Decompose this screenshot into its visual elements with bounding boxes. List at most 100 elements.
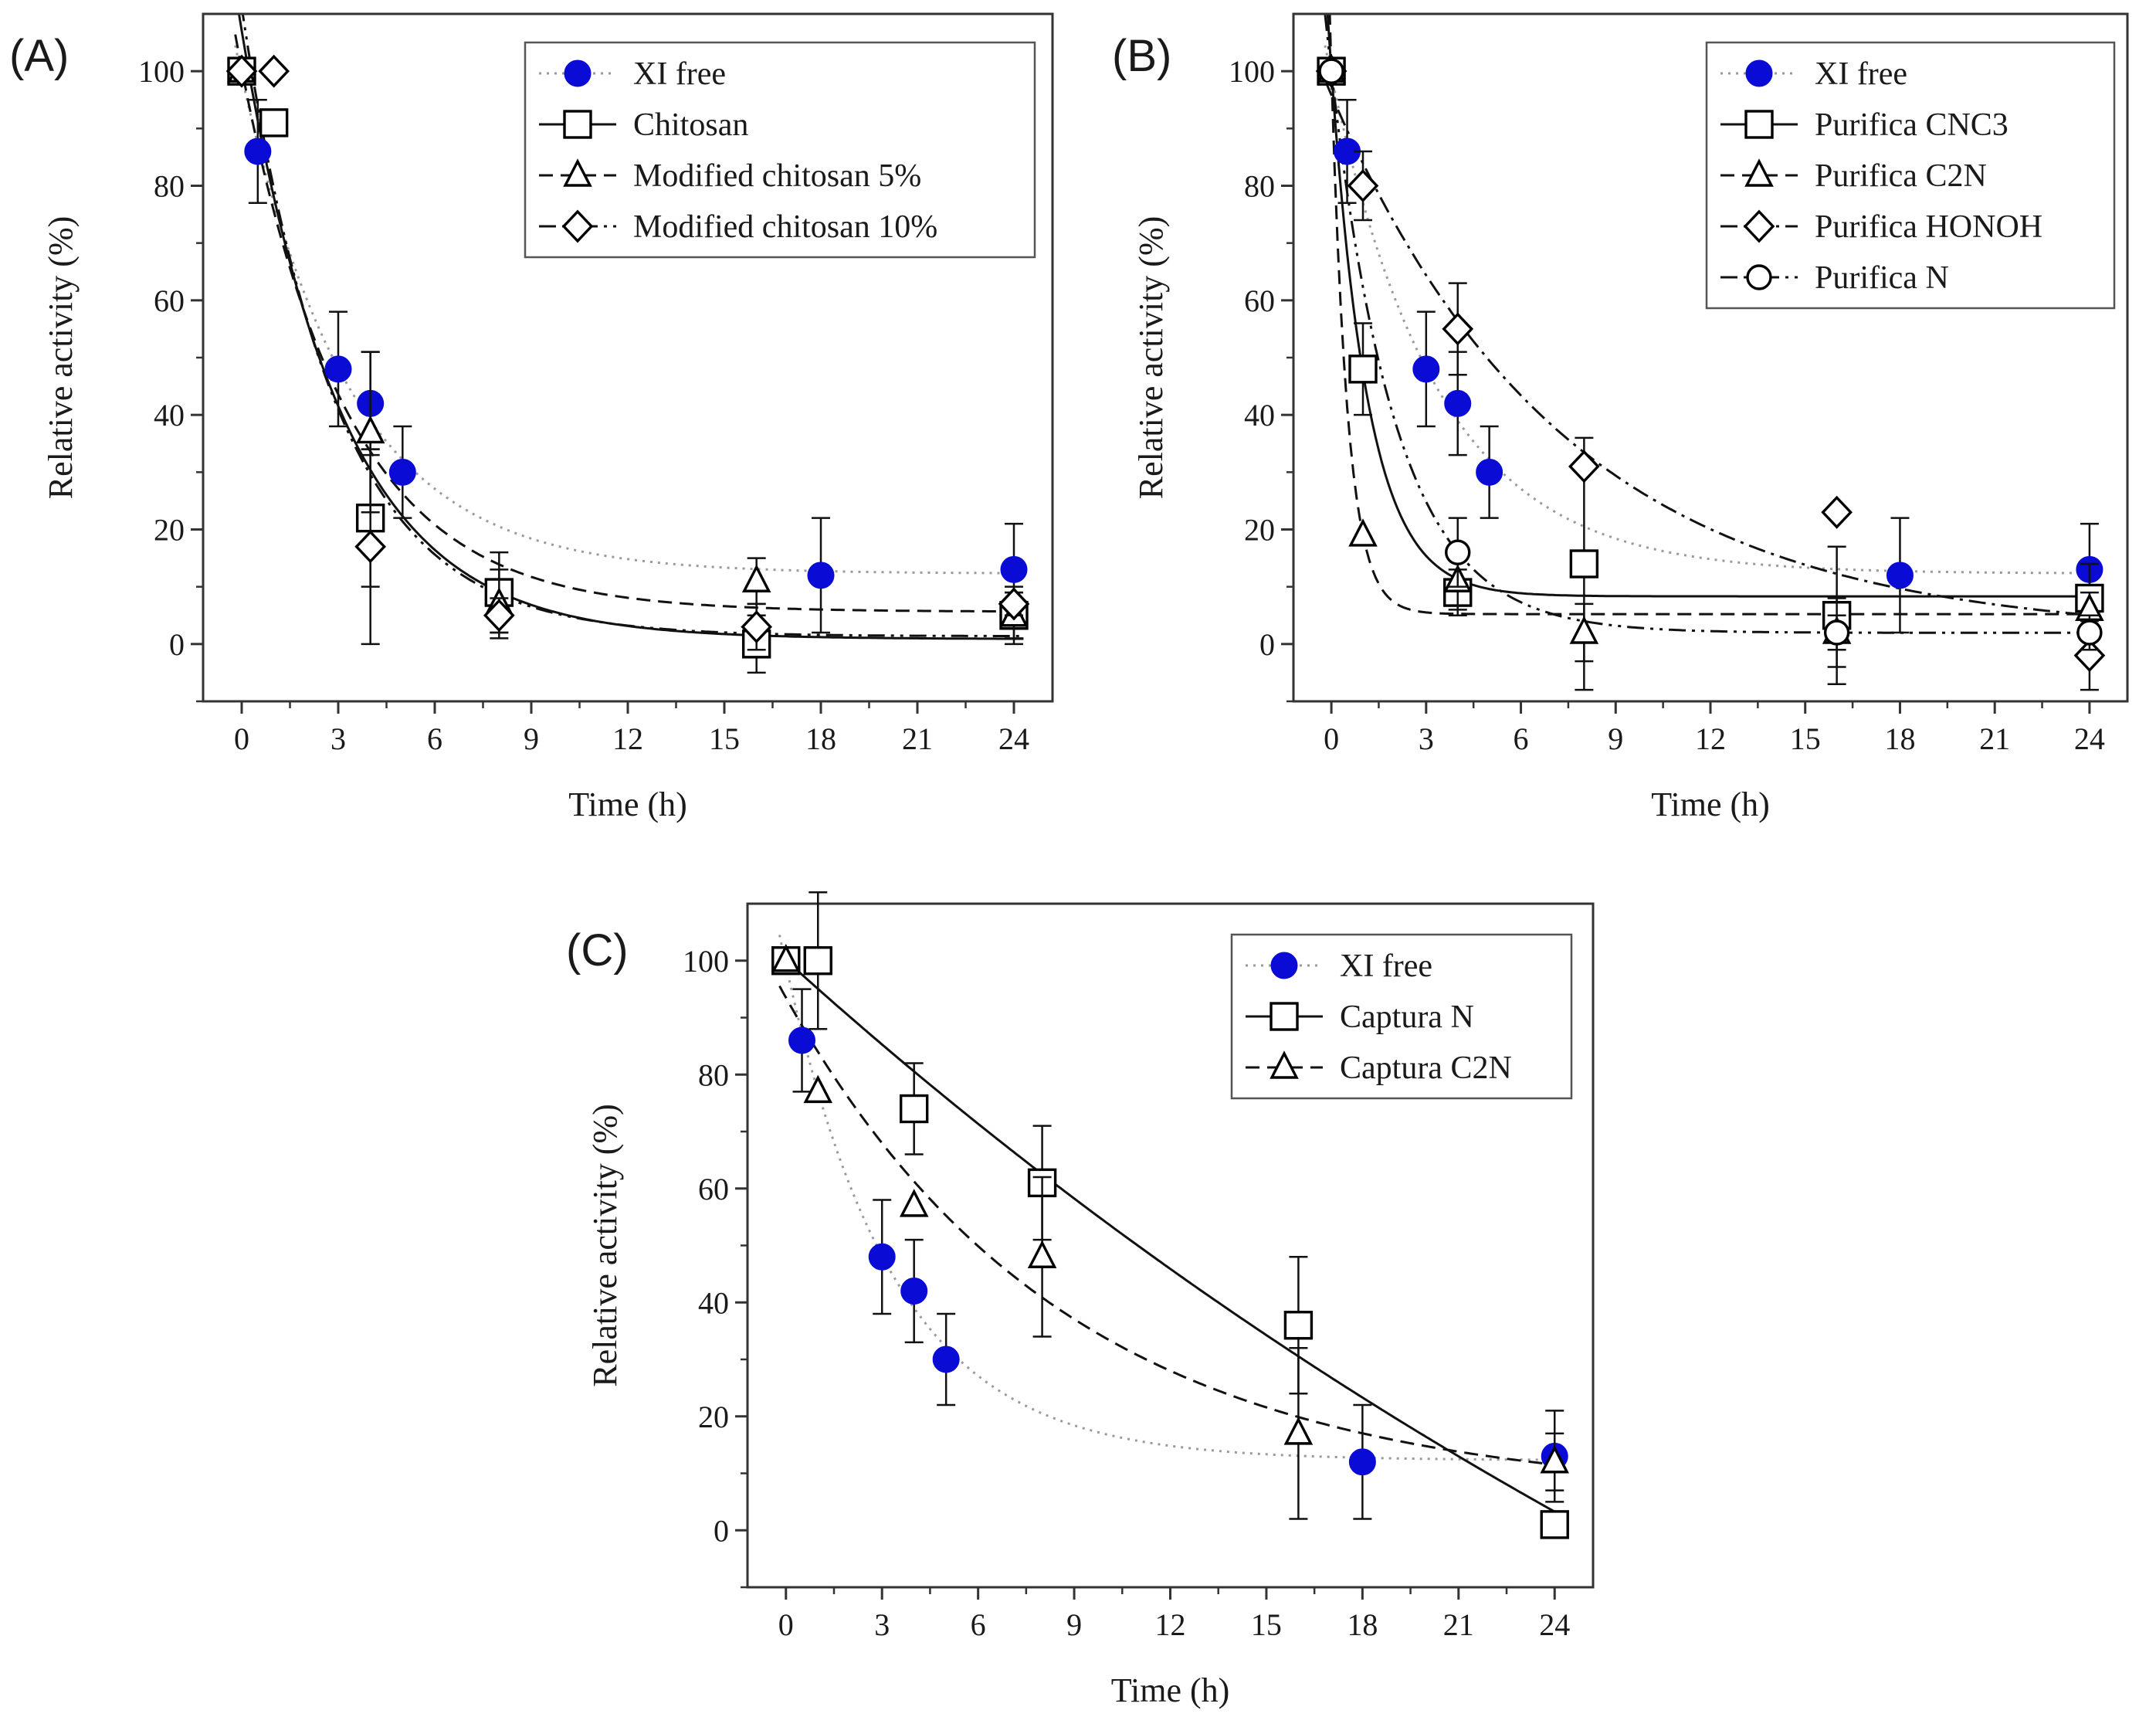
y-tick-label: 0 — [714, 1513, 729, 1548]
y-tick-label: 80 — [698, 1057, 729, 1092]
x-axis: 0 3 6 9 12 15 18 21 24 — [234, 701, 1029, 756]
fit-curves — [778, 935, 1565, 1519]
fit-curve-captura-n — [778, 953, 1565, 1519]
y-tick-label: 40 — [698, 1285, 729, 1320]
x-tick-label: 6 — [427, 721, 442, 756]
x-tick-label: 6 — [1514, 721, 1529, 756]
y-tick-label: 0 — [169, 627, 185, 662]
legend-marker — [1270, 1002, 1299, 1031]
y-tick-label: 80 — [1244, 169, 1275, 204]
x-tick-label: 9 — [1608, 721, 1623, 756]
data-point — [1027, 1240, 1057, 1268]
y-axis-label: Relative activity (%) — [1132, 216, 1170, 500]
y-tick-label: 0 — [1259, 627, 1275, 662]
data-point — [1444, 389, 1472, 417]
legend-marker — [1744, 110, 1774, 139]
x-tick-label: 15 — [1251, 1607, 1282, 1642]
series-purifica-n — [1318, 58, 2103, 668]
data-point — [900, 1278, 928, 1305]
legend-label-captura-c2n: Captura C2N — [1340, 1050, 1512, 1086]
y-tick-label: 20 — [154, 513, 185, 548]
y-tick-label: 100 — [138, 54, 185, 89]
data-point — [1348, 1448, 1376, 1476]
y-tick-label: 60 — [154, 283, 185, 318]
legend-marker — [564, 59, 592, 87]
data-point — [483, 599, 515, 633]
legend-label-xi-free: XI free — [1340, 948, 1432, 984]
x-tick-label: 18 — [1347, 1607, 1378, 1642]
x-tick-label: 21 — [1979, 721, 2010, 756]
x-axis: 0 3 6 9 12 15 18 21 24 — [1324, 701, 2105, 756]
data-point — [1568, 450, 1600, 484]
legend-label-purifica-n: Purifica N — [1815, 260, 1949, 296]
data-point — [1347, 169, 1379, 202]
fit-curve-modified-chitosan-5 — [234, 34, 1024, 613]
x-tick-label: 15 — [1790, 721, 1821, 756]
data-point — [1823, 619, 1850, 646]
data-point — [1000, 555, 1028, 583]
y-tick-label: 60 — [698, 1172, 729, 1206]
data-point — [803, 1074, 833, 1104]
fit-curve-purifica-honoh — [1324, 80, 2100, 617]
data-point — [258, 54, 290, 88]
x-axis-label: Time (h) — [1111, 1671, 1230, 1709]
data-point — [1476, 458, 1503, 486]
x-tick-label: 12 — [1695, 721, 1726, 756]
y-tick-label: 100 — [1229, 54, 1275, 89]
y-tick-label: 20 — [1244, 513, 1275, 548]
x-tick-label: 18 — [1884, 721, 1915, 756]
data-point — [259, 108, 289, 137]
legend: XI free Captura N Captura C2N — [1230, 933, 1573, 1100]
data-point — [1348, 518, 1378, 547]
data-point — [998, 587, 1030, 621]
legend-marker — [1744, 158, 1774, 187]
x-tick-label: 3 — [331, 721, 346, 756]
x-axis-label: Time (h) — [1651, 786, 1770, 823]
y-axis: 0 20 40 60 80 100 — [1229, 54, 1293, 703]
x-tick-label: 9 — [1066, 1607, 1082, 1642]
y-tick-label: 100 — [683, 944, 729, 979]
data-point — [388, 458, 416, 486]
x-tick-label: 24 — [1539, 1607, 1570, 1642]
data-point — [771, 944, 801, 972]
data-point — [1348, 355, 1378, 384]
legend-label-chitosan: Chitosan — [633, 107, 748, 143]
data-point — [807, 562, 835, 589]
data-point — [1283, 1417, 1314, 1445]
legend-label-purifica-cnc3: Purifica CNC3 — [1815, 107, 2009, 143]
data-point — [899, 1189, 929, 1217]
x-tick-label: 0 — [1324, 721, 1339, 756]
x-axis-label: Time (h) — [568, 786, 687, 823]
chart-panel-c: (C) 0 3 6 9 12 15 18 21 24 0 20 40 60 80 100 Time (h) Rel… — [566, 891, 1595, 1709]
data-point — [1412, 355, 1440, 383]
data-point — [324, 355, 352, 383]
y-axis: 0 20 40 60 80 100 — [138, 54, 203, 703]
legend-label-purifica-c2n: Purifica C2N — [1815, 158, 1987, 194]
legend-label-xi-free: XI free — [1815, 56, 1907, 92]
x-tick-label: 21 — [902, 721, 933, 756]
data-point — [1445, 539, 1471, 565]
legend-label-modified-chitosan-5: Modified chitosan 5% — [633, 158, 921, 194]
y-tick-label: 40 — [154, 398, 185, 433]
data-point — [1886, 562, 1914, 589]
data-point — [932, 1345, 960, 1373]
y-tick-label: 80 — [154, 169, 185, 204]
x-tick-label: 15 — [709, 721, 740, 756]
legend-marker — [1745, 59, 1773, 87]
data-point — [1442, 312, 1474, 346]
data-point — [225, 54, 258, 88]
legend: XI free Purifica CNC3 Purifica C2N Purifica… — [1705, 41, 2116, 310]
legend-marker — [1743, 209, 1775, 243]
legend-box — [524, 41, 1036, 259]
data-point — [2076, 619, 2103, 646]
series-modified-chitosan-10 — [225, 54, 1030, 651]
data-point — [1540, 1510, 1569, 1539]
panel-label: (A) — [9, 31, 69, 81]
chart-panel-b: (B) 0 3 6 9 12 15 18 21 24 0 20 40 60 80 100 Time (h) Rel… — [1112, 12, 2129, 823]
data-point — [741, 610, 773, 644]
data-point — [1569, 616, 1599, 644]
legend-label-xi-free: XI free — [633, 56, 726, 92]
x-tick-label: 12 — [1155, 1607, 1186, 1642]
panel-label: (C) — [566, 925, 629, 976]
